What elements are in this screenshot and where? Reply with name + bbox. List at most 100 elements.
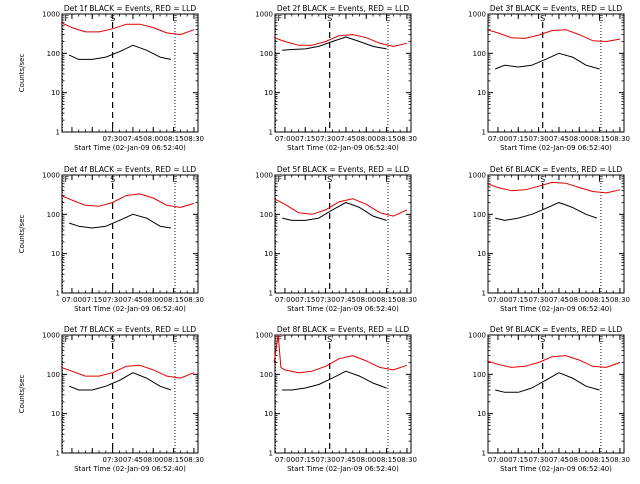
x-axis-label: Start Time (02-Jan-09 06:52:40) <box>287 144 399 152</box>
y-tick-label: 10 <box>477 89 486 97</box>
plot-frame <box>274 334 412 454</box>
x-tick-label: 08:30 <box>397 296 417 304</box>
x-axis-label: Start Time (02-Jan-09 06:52:40) <box>74 465 186 473</box>
x-tick-label: 08:00 <box>143 135 163 143</box>
x-tick-label: 08:00 <box>569 456 589 464</box>
x-tick-label: 07:45 <box>549 296 569 304</box>
series-line-lld <box>486 181 621 194</box>
y-tick-label: 100 <box>47 211 60 219</box>
series-line-lld <box>273 334 408 374</box>
marker-label-e: E <box>385 335 390 344</box>
marker-label-e: E <box>598 175 603 184</box>
x-tick-label: 08:30 <box>610 135 630 143</box>
x-tick-label: 07:45 <box>336 135 356 143</box>
marker-label-f: F <box>64 14 69 23</box>
x-tick-label: 07:15 <box>295 135 315 143</box>
x-tick-label: 07:00 <box>488 456 508 464</box>
detector-panel-8: Det 8f BLACK = Events, RED = LLD 1 10 100 10… <box>255 325 417 473</box>
y-tick-label: 100 <box>260 371 273 379</box>
detector-panel-4: Det 4f BLACK = Events, RED = LLD 1 10 100 10… <box>18 165 204 313</box>
y-tick-label: 1 <box>269 129 273 137</box>
x-tick-label: 07:45 <box>549 135 569 143</box>
x-tick-label: 07:30 <box>103 296 123 304</box>
y-tick-label: 10 <box>264 410 273 418</box>
y-tick-label: 100 <box>473 371 486 379</box>
plot-frame <box>487 334 625 454</box>
y-axis-label: Counts/sec <box>18 215 26 254</box>
y-tick-label: 1000 <box>255 11 273 19</box>
y-tick-label: 1 <box>56 129 60 137</box>
x-tick-label: 07:30 <box>529 296 549 304</box>
x-tick-label: 08:30 <box>610 456 630 464</box>
y-tick-label: 1000 <box>42 11 60 19</box>
x-axis-label: Start Time (02-Jan-09 06:52:40) <box>500 144 612 152</box>
marker-label-e: E <box>172 175 177 184</box>
x-tick-label: 07:30 <box>316 296 336 304</box>
marker-label-f: F <box>277 14 282 23</box>
series-line-events <box>69 213 171 229</box>
x-tick-label: 07:00 <box>62 296 82 304</box>
x-tick-label: 08:00 <box>356 456 376 464</box>
plot-frame <box>61 13 199 133</box>
y-tick-label: 10 <box>51 410 60 418</box>
marker-label-e: E <box>598 14 603 23</box>
x-tick-label: 07:45 <box>549 456 569 464</box>
y-tick-label: 1 <box>56 290 60 298</box>
y-tick-label: 1000 <box>468 11 486 19</box>
x-tick-label: 07:30 <box>316 135 336 143</box>
y-tick-label: 100 <box>260 211 273 219</box>
x-tick-label: 08:15 <box>590 135 610 143</box>
panel-title: Det 7f BLACK = Events, RED = LLD <box>64 325 197 334</box>
marker-label-f: F <box>277 335 282 344</box>
x-tick-label: 07:45 <box>123 296 143 304</box>
plot-frame <box>61 334 199 454</box>
y-tick-label: 10 <box>51 250 60 258</box>
x-tick-label: 08:15 <box>377 456 397 464</box>
marker-label-s: S <box>540 335 545 344</box>
x-tick-label: 07:30 <box>529 135 549 143</box>
x-tick-label: 07:00 <box>488 296 508 304</box>
x-tick-label: 07:15 <box>508 135 528 143</box>
y-tick-label: 1000 <box>468 172 486 180</box>
series-line-events <box>282 36 387 51</box>
x-tick-label: 07:15 <box>295 296 315 304</box>
panel-title: Det 1f BLACK = Events, RED = LLD <box>64 4 197 13</box>
panel-title: Det 5f BLACK = Events, RED = LLD <box>277 165 410 174</box>
y-tick-label: 1 <box>482 290 486 298</box>
x-axis-label: Start Time (02-Jan-09 06:52:40) <box>74 144 186 152</box>
series-line-events <box>69 372 172 391</box>
detector-panel-7: Det 7f BLACK = Events, RED = LLD 1 10 100 10… <box>18 325 204 473</box>
series-line-lld <box>60 364 195 379</box>
marker-label-e: E <box>172 335 177 344</box>
x-tick-label: 07:00 <box>275 456 295 464</box>
x-tick-label: 08:30 <box>184 456 204 464</box>
marker-label-s: S <box>110 335 115 344</box>
panel-title: Det 2f BLACK = Events, RED = LLD <box>277 4 410 13</box>
panel-title: Det 3f BLACK = Events, RED = LLD <box>490 4 623 13</box>
x-tick-label: 08:30 <box>397 456 417 464</box>
detector-panel-2: Det 2f BLACK = Events, RED = LLD 1 10 100 10… <box>255 4 417 152</box>
marker-label-s: S <box>327 335 332 344</box>
x-axis-label: Start Time (02-Jan-09 06:52:40) <box>74 305 186 313</box>
y-tick-label: 1000 <box>255 332 273 340</box>
x-tick-label: 08:00 <box>143 456 163 464</box>
panel-title: Det 4f BLACK = Events, RED = LLD <box>64 165 197 174</box>
x-tick-label: 08:30 <box>184 296 204 304</box>
x-axis-label: Start Time (02-Jan-09 06:52:40) <box>500 465 612 473</box>
marker-label-e: E <box>385 14 390 23</box>
x-tick-label: 07:30 <box>103 456 123 464</box>
x-tick-label: 08:15 <box>164 296 184 304</box>
series-line-lld <box>273 34 408 47</box>
series-line-lld <box>60 193 195 208</box>
marker-label-s: S <box>110 14 115 23</box>
detector-panel-5: Det 5f BLACK = Events, RED = LLD 1 10 100 10… <box>255 165 417 313</box>
marker-label-s: S <box>327 14 332 23</box>
plot-frame <box>274 174 412 294</box>
series-line-events <box>495 372 600 393</box>
x-tick-label: 07:45 <box>336 296 356 304</box>
marker-label-e: E <box>598 335 603 344</box>
y-tick-label: 10 <box>264 89 273 97</box>
y-tick-label: 100 <box>47 371 60 379</box>
series-line-events <box>68 44 172 60</box>
